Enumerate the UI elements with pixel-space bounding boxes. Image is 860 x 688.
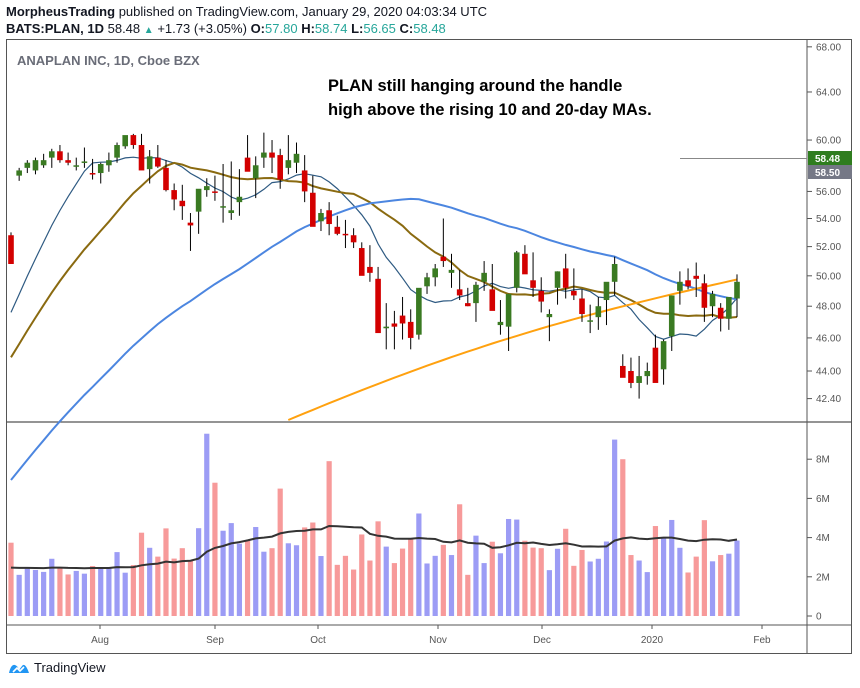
close-label: C: [399, 21, 414, 36]
candles [8, 132, 740, 399]
svg-text:58.48: 58.48 [815, 154, 840, 165]
tradingview-brand: TradingView [34, 660, 106, 675]
publish-header: MorpheusTrading published on TradingView… [6, 4, 487, 19]
close-value: 58.48 [413, 21, 446, 36]
chart-legend[interactable]: ANAPLAN INC, 1D, Cboe BZX [17, 53, 200, 68]
svg-text:60.00: 60.00 [816, 136, 841, 147]
svg-text:Sep: Sep [206, 635, 224, 646]
svg-text:Oct: Oct [310, 635, 326, 646]
up-arrow-icon: ▲ [143, 25, 154, 36]
chart-frame [6, 39, 852, 654]
annotation-line-2: high above the rising 10 and 20-day MAs. [328, 101, 652, 119]
svg-text:52.00: 52.00 [816, 242, 841, 253]
svg-text:58.50: 58.50 [815, 168, 840, 179]
svg-text:4M: 4M [816, 533, 830, 544]
svg-text:44.00: 44.00 [816, 367, 841, 378]
svg-text:Feb: Feb [753, 635, 771, 646]
svg-text:68.00: 68.00 [816, 42, 841, 53]
volume-bars [8, 433, 740, 616]
last-price: 58.48 [107, 21, 141, 36]
svg-text:46.00: 46.00 [816, 333, 841, 344]
svg-text:48.00: 48.00 [816, 302, 841, 313]
svg-text:Dec: Dec [533, 635, 551, 646]
high-value: 58.74 [314, 21, 348, 36]
high-label: H: [301, 21, 315, 36]
published-text: published on TradingView.com, January 29… [118, 4, 488, 19]
author-name[interactable]: MorpheusTrading [6, 4, 116, 19]
svg-text:0: 0 [816, 612, 822, 623]
axes: 68.00 64.00 60.00 56.00 54.00 52.00 50.00 48.00… [91, 42, 852, 646]
chart-annotation[interactable]: PLAN still hanging around the handle hig… [328, 74, 652, 122]
tradingview-footer[interactable]: TradingView [8, 660, 106, 675]
annotation-line-1: PLAN still hanging around the handle [328, 77, 623, 95]
tradingview-logo-icon [9, 664, 29, 673]
svg-text:2M: 2M [816, 572, 830, 583]
open-label: O: [250, 21, 266, 36]
low-label: L: [351, 21, 364, 36]
svg-text:2020: 2020 [641, 635, 664, 646]
svg-text:56.00: 56.00 [816, 187, 841, 198]
symbol-name: BATS:PLAN, 1D [6, 21, 104, 36]
svg-text:42.40: 42.40 [816, 394, 841, 405]
open-value: 57.80 [265, 21, 298, 36]
symbol-header: BATS:PLAN, 1D 58.48 ▲ +1.73 (+3.05%) O:5… [6, 21, 446, 36]
svg-text:Nov: Nov [429, 635, 447, 646]
svg-text:Aug: Aug [91, 635, 109, 646]
svg-text:6M: 6M [816, 494, 830, 505]
svg-text:50.00: 50.00 [816, 271, 841, 282]
svg-text:54.00: 54.00 [816, 214, 841, 225]
low-value: 56.65 [363, 21, 396, 36]
price-change: +1.73 (+3.05%) [157, 21, 247, 36]
svg-text:64.00: 64.00 [816, 87, 841, 98]
moving-averages [10, 156, 738, 481]
svg-text:8M: 8M [816, 455, 830, 466]
